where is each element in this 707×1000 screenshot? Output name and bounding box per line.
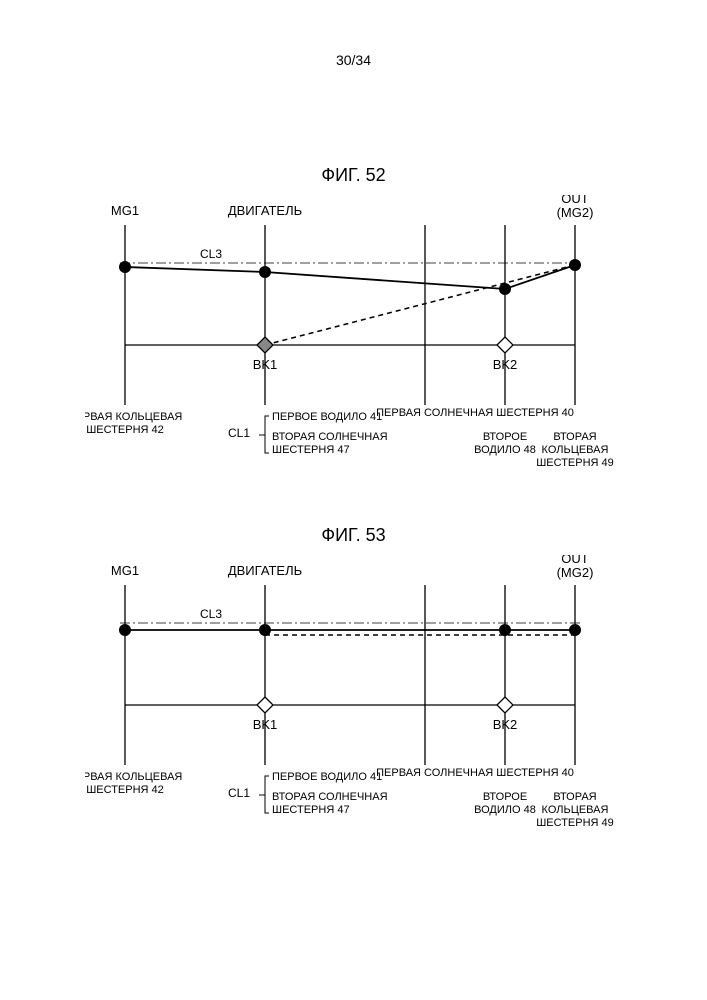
brake-label: BK1 bbox=[253, 357, 278, 372]
bottom-axis-label: КОЛЬЦЕВАЯ bbox=[542, 444, 609, 456]
brake-diamond bbox=[257, 697, 273, 713]
bottom-axis-label: ВОДИЛО 48 bbox=[474, 444, 536, 456]
node-dot bbox=[119, 624, 131, 636]
top-axis-label: (MG2) bbox=[557, 565, 594, 580]
brake-diamond bbox=[497, 337, 513, 353]
page-number: 30/34 bbox=[0, 52, 707, 68]
node-dot bbox=[259, 624, 271, 636]
bottom-axis-label: ПЕРВОЕ ВОДИЛО 41 bbox=[272, 771, 382, 783]
bottom-axis-label: ВОДИЛО 48 bbox=[474, 804, 536, 816]
bottom-axis-label: ВТОРОЕ bbox=[483, 791, 527, 803]
bottom-axis-label: ВТОРАЯ bbox=[553, 431, 596, 443]
bottom-axis-label: ШЕСТЕРНЯ 49 bbox=[536, 457, 614, 469]
node-dot bbox=[499, 624, 511, 636]
bottom-axis-label: ВТОРАЯ bbox=[553, 791, 596, 803]
top-axis-label: (MG2) bbox=[557, 205, 594, 220]
bottom-axis-label: ПЕРВАЯ СОЛНЕЧНАЯ ШЕСТЕРНЯ 40 bbox=[376, 407, 574, 419]
cl1-label: CL1 bbox=[228, 786, 250, 800]
top-axis-label: ДВИГАТЕЛЬ bbox=[228, 563, 302, 578]
bottom-axis-label: ВТОРАЯ СОЛНЕЧНАЯ bbox=[272, 431, 388, 443]
lever-diagram: CL3BK1BK2MG1ДВИГАТЕЛЬOUT(MG2)ПЕРВАЯ КОЛЬ… bbox=[85, 195, 645, 495]
figure-title: ФИГ. 52 bbox=[0, 165, 707, 186]
bottom-axis-label: ШЕСТЕРНЯ 49 bbox=[536, 817, 614, 829]
bottom-axis-label: ПЕРВАЯ СОЛНЕЧНАЯ ШЕСТЕРНЯ 40 bbox=[376, 767, 574, 779]
cl3-label: CL3 bbox=[200, 247, 222, 261]
bottom-axis-label: ШЕСТЕРНЯ 42 bbox=[86, 424, 164, 436]
brake-diamond bbox=[497, 697, 513, 713]
bottom-axis-label: ШЕСТЕРНЯ 42 bbox=[86, 784, 164, 796]
lever-diagram: CL3BK1BK2MG1ДВИГАТЕЛЬOUT(MG2)ПЕРВАЯ КОЛЬ… bbox=[85, 555, 645, 855]
cl3-label: CL3 bbox=[200, 607, 222, 621]
figure-title: ФИГ. 53 bbox=[0, 525, 707, 546]
bottom-axis-label: ВТОРОЕ bbox=[483, 431, 527, 443]
node-dot bbox=[119, 261, 131, 273]
brake-label: BK2 bbox=[493, 717, 518, 732]
top-axis-label: MG1 bbox=[111, 203, 139, 218]
dashed-lever-line bbox=[265, 265, 575, 345]
page: 30/34 ФИГ. 52CL3BK1BK2MG1ДВИГАТЕЛЬOUT(MG… bbox=[0, 0, 707, 1000]
top-axis-label: MG1 bbox=[111, 563, 139, 578]
cl1-label: CL1 bbox=[228, 426, 250, 440]
top-axis-label: ДВИГАТЕЛЬ bbox=[228, 203, 302, 218]
bottom-axis-label: ПЕРВАЯ КОЛЬЦЕВАЯ bbox=[85, 771, 182, 783]
node-dot bbox=[569, 259, 581, 271]
cl1-bracket bbox=[259, 416, 269, 453]
bottom-axis-label: ПЕРВАЯ КОЛЬЦЕВАЯ bbox=[85, 411, 182, 423]
node-dot bbox=[259, 266, 271, 278]
cl1-bracket bbox=[259, 776, 269, 813]
bottom-axis-label: ШЕСТЕРНЯ 47 bbox=[272, 804, 350, 816]
bottom-axis-label: ШЕСТЕРНЯ 47 bbox=[272, 444, 350, 456]
bottom-axis-label: ПЕРВОЕ ВОДИЛО 41 bbox=[272, 411, 382, 423]
bottom-axis-label: КОЛЬЦЕВАЯ bbox=[542, 804, 609, 816]
brake-label: BK1 bbox=[253, 717, 278, 732]
bottom-axis-label: ВТОРАЯ СОЛНЕЧНАЯ bbox=[272, 791, 388, 803]
node-dot bbox=[499, 283, 511, 295]
brake-label: BK2 bbox=[493, 357, 518, 372]
node-dot bbox=[569, 624, 581, 636]
brake-diamond bbox=[257, 337, 273, 353]
